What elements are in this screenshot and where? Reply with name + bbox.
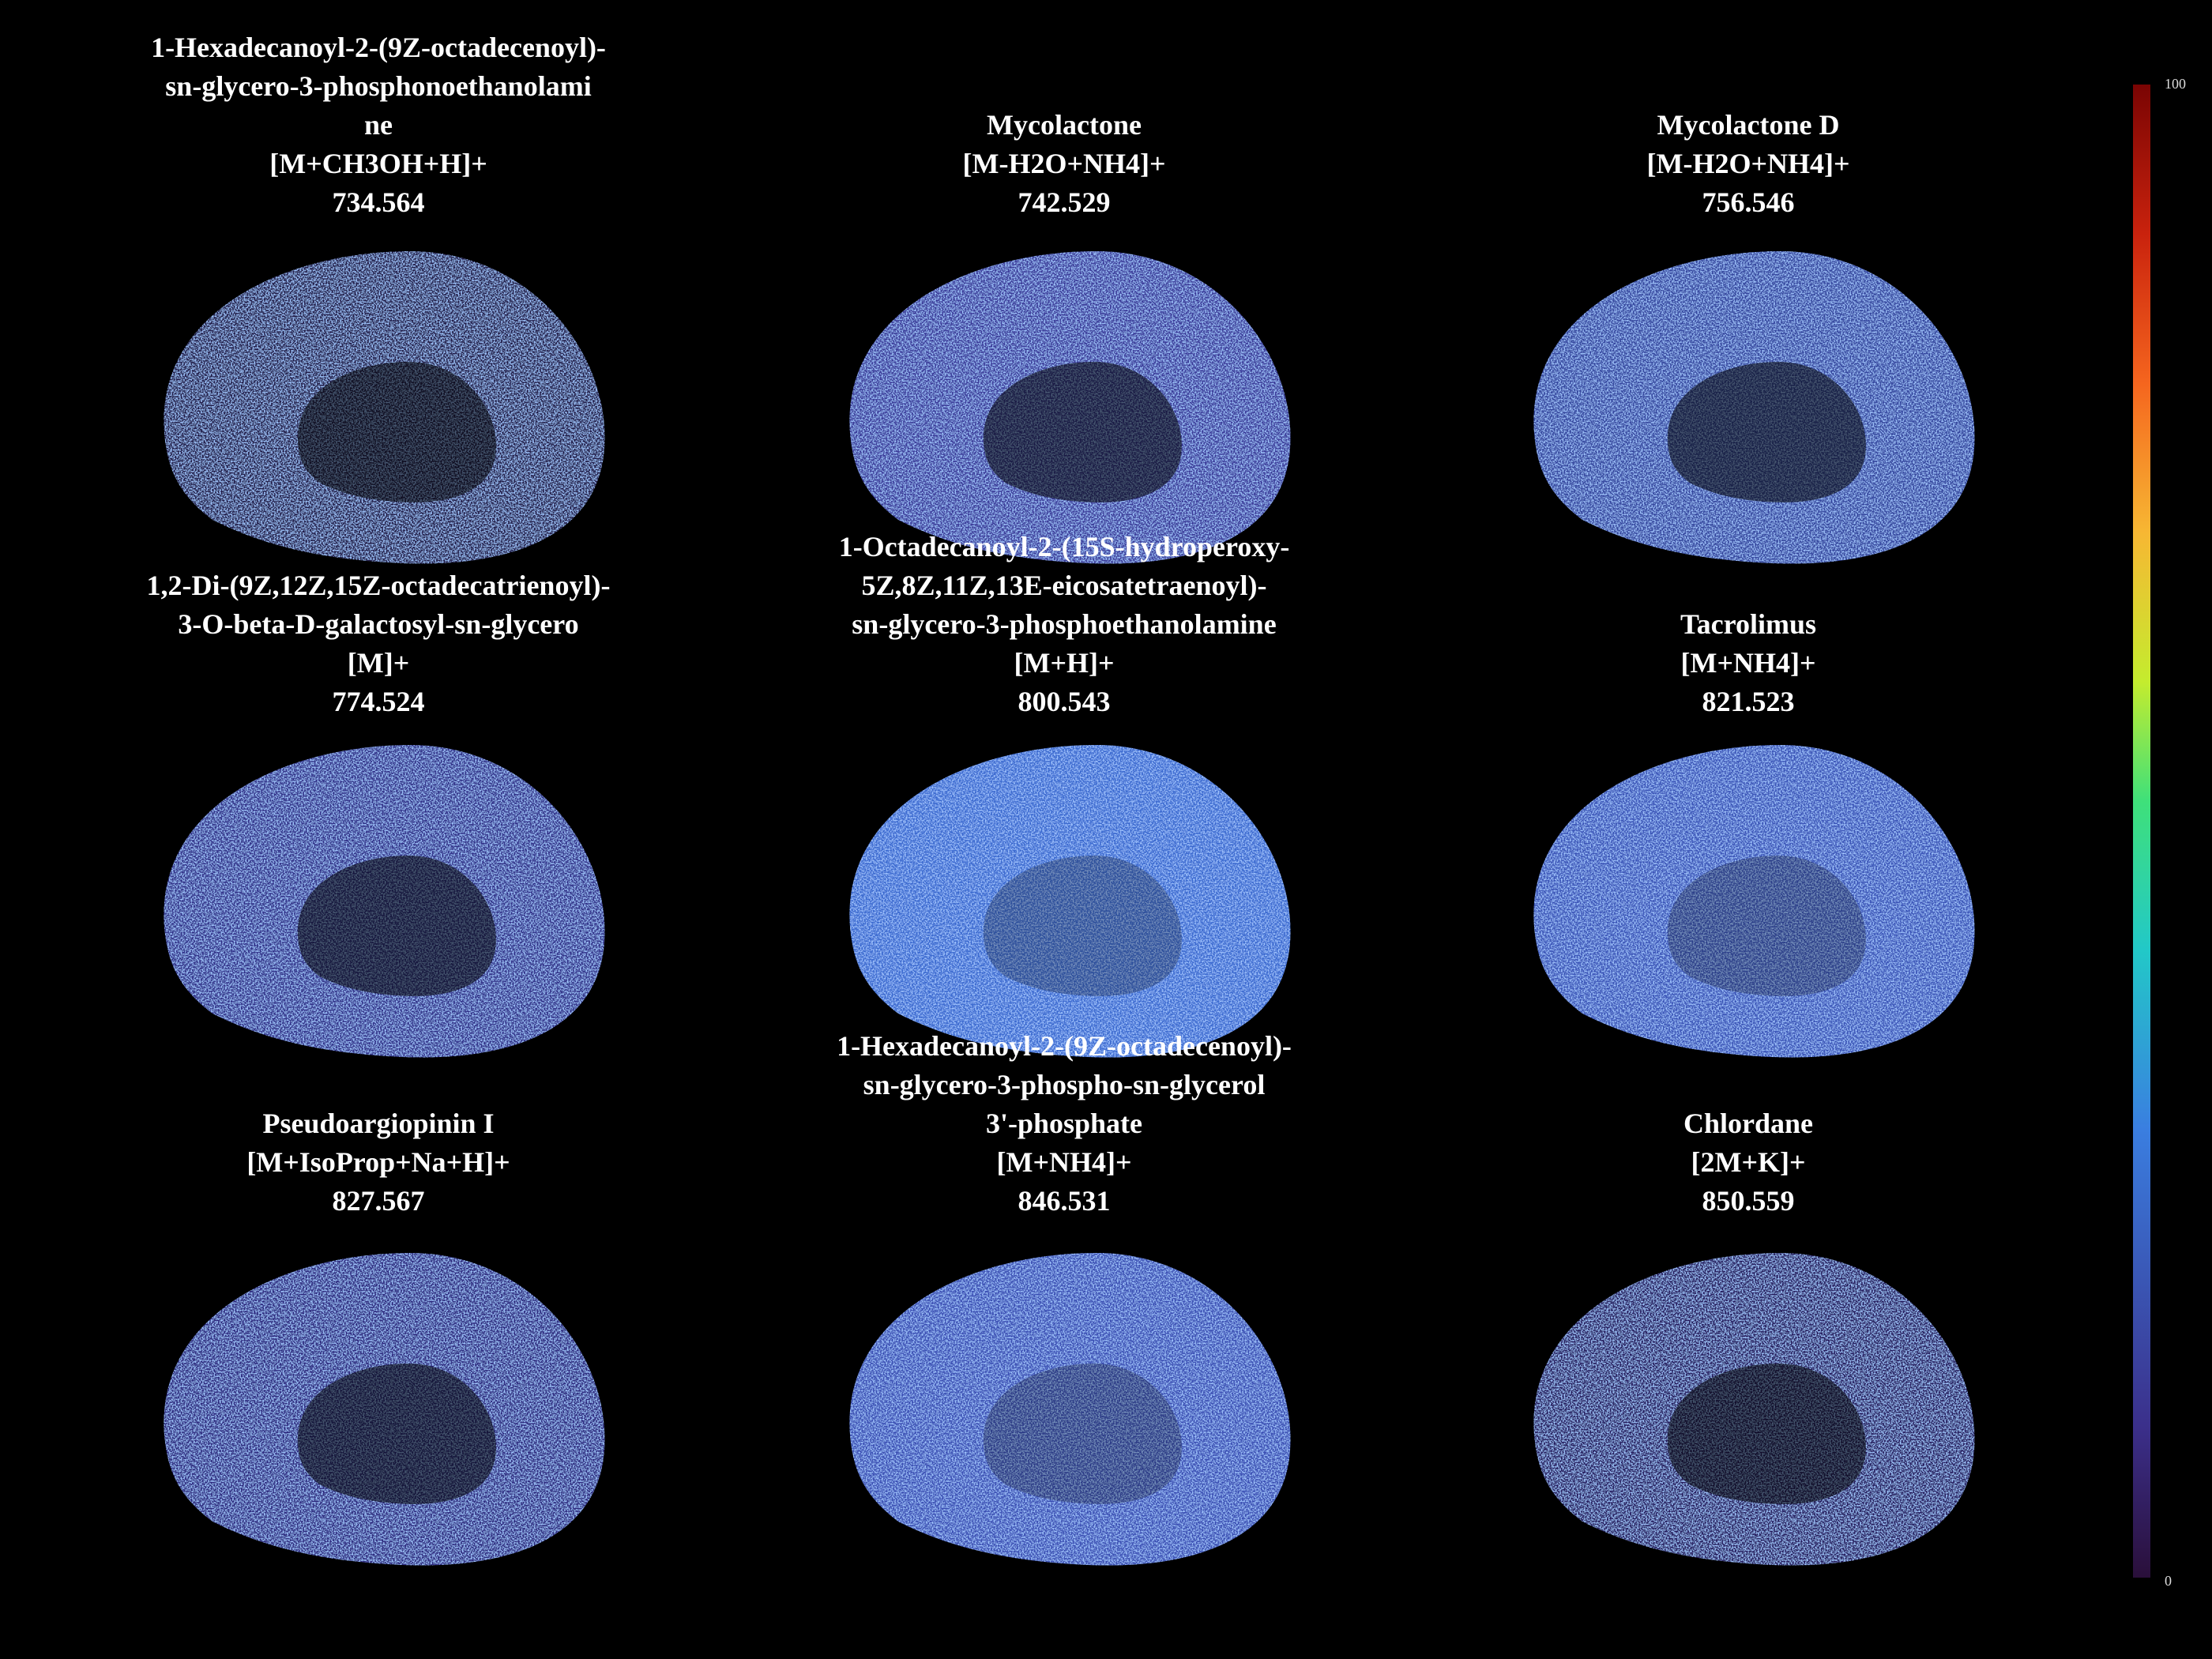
compound-name: Mycolactone D [1657, 109, 1840, 141]
compound-name: sn-glycero-3-phosphonoethanolami [165, 70, 591, 102]
panel: 1,2-Di-(9Z,12Z,15Z-octadecatrienoyl)- 3-O… [147, 570, 611, 1058]
panel: Tacrolimus [M+NH4]+ 821.523 [1533, 608, 1975, 1058]
mz-label: 800.543 [1018, 686, 1111, 717]
compound-name: 3-O-beta-D-galactosyl-sn-glycero [178, 608, 578, 640]
tissue-medulla [983, 362, 1182, 502]
adduct-label: [M+NH4]+ [1681, 647, 1816, 679]
mz-label: 774.524 [333, 686, 425, 717]
panel: Mycolactone D [M-H2O+NH4]+ 756.546 [1533, 109, 1975, 564]
mz-label: 742.529 [1018, 186, 1111, 218]
adduct-label: [M-H2O+NH4]+ [1647, 148, 1850, 179]
mz-label: 734.564 [333, 186, 425, 218]
tissue-image [1533, 745, 1975, 1058]
tissue-medulla [983, 1364, 1182, 1504]
adduct-label: [M-H2O+NH4]+ [963, 148, 1166, 179]
adduct-label: [M+H]+ [1014, 647, 1115, 679]
compound-name: ne [364, 109, 393, 141]
compound-name: Tacrolimus [1680, 608, 1816, 640]
mz-label: 821.523 [1702, 686, 1795, 717]
panel: 1-Octadecanoyl-2-(15S-hydroperoxy- 5Z,8Z,… [839, 531, 1291, 1058]
mz-label: 827.567 [333, 1185, 425, 1217]
tissue-medulla [297, 1364, 496, 1504]
compound-name: Mycolactone [987, 109, 1142, 141]
adduct-label: [M]+ [348, 647, 409, 679]
panel: 1-Hexadecanoyl-2-(9Z-octadecenoyl)- sn-gl… [151, 32, 606, 564]
tissue-medulla [297, 856, 496, 996]
mz-label: 850.559 [1702, 1185, 1795, 1217]
adduct-label: [M+CH3OH+H]+ [269, 148, 487, 179]
mz-label: 846.531 [1018, 1185, 1111, 1217]
panel: Mycolactone [M-H2O+NH4]+ 742.529 [849, 109, 1291, 564]
compound-name: sn-glycero-3-phospho-sn-glycerol [863, 1069, 1266, 1100]
tissue-medulla [983, 856, 1182, 996]
compound-name: 1-Hexadecanoyl-2-(9Z-octadecenoyl)- [151, 32, 606, 63]
compound-name: 1,2-Di-(9Z,12Z,15Z-octadecatrienoyl)- [147, 570, 611, 601]
adduct-label: [M+IsoProp+Na+H]+ [246, 1146, 510, 1178]
compound-name: 1-Octadecanoyl-2-(15S-hydroperoxy- [839, 531, 1290, 562]
tissue-medulla [1667, 1364, 1866, 1504]
adduct-label: [M+NH4]+ [997, 1146, 1132, 1178]
panel: Pseudoargiopinin I [M+IsoProp+Na+H]+ 827.5… [164, 1108, 605, 1566]
compound-name: sn-glycero-3-phosphoethanolamine [852, 608, 1276, 640]
colorbar [2133, 85, 2150, 1578]
mz-label: 756.546 [1702, 186, 1795, 218]
adduct-label: [2M+K]+ [1691, 1146, 1806, 1178]
tissue-medulla [1667, 856, 1866, 996]
colorbar-max: 100 [2165, 76, 2186, 92]
colorbar-min: 0 [2165, 1573, 2172, 1589]
tissue-medulla [297, 362, 496, 502]
tissue-medulla [1667, 362, 1866, 502]
panel: Chlordane [2M+K]+ 850.559 [1533, 1108, 1975, 1566]
tissue-image [849, 1253, 1291, 1566]
compound-name: 1-Hexadecanoyl-2-(9Z-octadecenoyl)- [837, 1030, 1292, 1062]
compound-name: 3'-phosphate [986, 1108, 1142, 1139]
compound-name: 5Z,8Z,11Z,13E-eicosatetraenoyl)- [862, 570, 1267, 601]
compound-name: Pseudoargiopinin I [262, 1108, 494, 1139]
panel: 1-Hexadecanoyl-2-(9Z-octadecenoyl)- sn-gl… [837, 1030, 1292, 1566]
compound-name: Chlordane [1683, 1108, 1813, 1139]
tissue-image [849, 745, 1291, 1058]
